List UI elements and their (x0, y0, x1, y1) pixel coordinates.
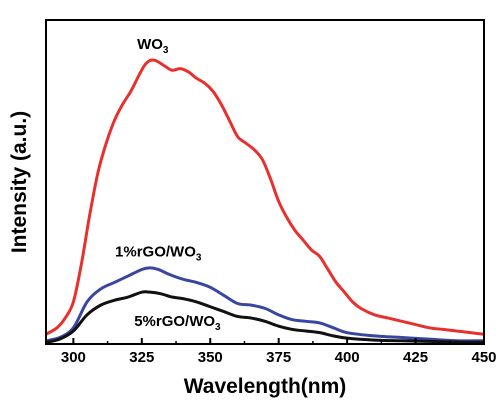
x-tick-label: 450 (471, 349, 496, 366)
wo3-spectrum-line (45, 58, 485, 336)
x-tick-label: 375 (266, 349, 291, 366)
wo3-label: WO3 (137, 36, 169, 56)
annotation-layer: WO3 1%rGO/WO3 5%rGO/WO3 (115, 36, 221, 333)
plot-frame (45, 19, 485, 345)
x-axis-title: Wavelength(nm) (184, 375, 347, 398)
x-tick-label: 425 (403, 349, 428, 366)
x-tick-label: 325 (129, 349, 154, 366)
rgo1-wo3-spectrum-line (45, 266, 485, 343)
x-tick-label: 350 (198, 349, 223, 366)
series-layer (45, 58, 485, 344)
rgo5-wo3-label: 5%rGO/WO3 (134, 313, 221, 333)
x-tick-label: 300 (61, 349, 86, 366)
x-tick-label: 400 (335, 349, 360, 366)
rgo1-wo3-label: 1%rGO/WO3 (115, 244, 202, 264)
x-axis-ticks: 300 325 350 375 400 425 450 (61, 338, 497, 366)
y-axis-title: Intensity (a.u.) (8, 111, 31, 253)
rgo5-wo3-spectrum-line (45, 290, 485, 344)
